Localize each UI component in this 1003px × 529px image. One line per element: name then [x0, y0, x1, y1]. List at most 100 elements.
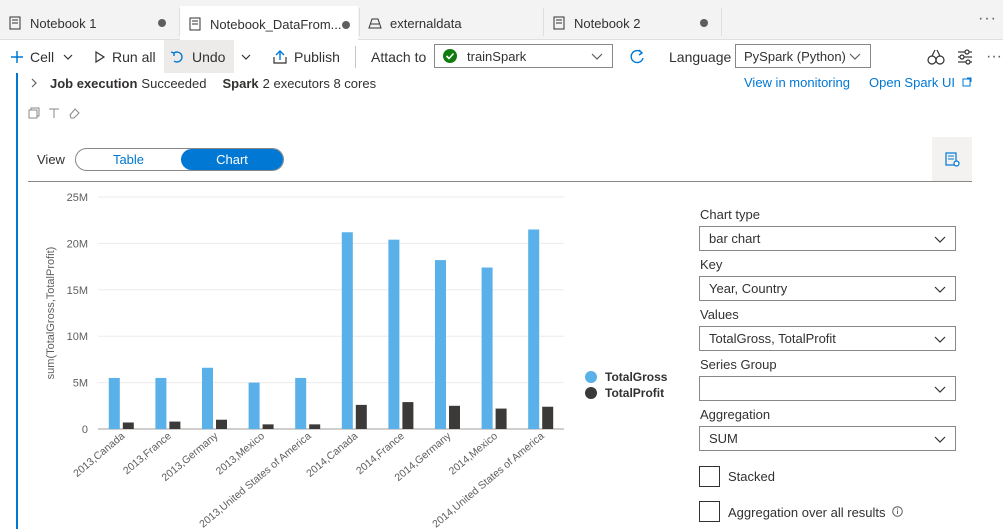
variables-icon — [927, 49, 945, 65]
legend-swatch — [585, 387, 597, 399]
bar-totalprofit — [495, 408, 507, 429]
bar-totalgross — [341, 232, 353, 429]
info-icon[interactable] — [892, 506, 903, 517]
run-all-button[interactable]: Run all — [94, 40, 156, 73]
chevron-down-icon — [849, 53, 861, 60]
bar-totalgross — [295, 377, 307, 429]
chevron-down-icon — [934, 236, 946, 243]
copy-icon[interactable] — [28, 107, 40, 119]
publish-button[interactable]: Publish — [272, 40, 340, 73]
y-tick-label: 0 — [82, 424, 88, 436]
dataset-icon — [368, 18, 382, 29]
legend-item-totalprofit[interactable]: TotalProfit — [585, 385, 667, 401]
chevron-down-icon — [934, 436, 946, 443]
external-link-icon — [962, 77, 972, 87]
bar-totalgross — [481, 267, 493, 429]
add-cell-button[interactable]: Cell — [10, 40, 80, 73]
legend-item-totalgross[interactable]: TotalGross — [585, 369, 667, 385]
tab-bar: Notebook 1 Notebook_DataFrom... external… — [0, 0, 1003, 40]
job-execution-status: Succeeded — [141, 75, 207, 91]
refresh-icon — [630, 49, 644, 63]
chevron-down-icon — [591, 53, 603, 60]
spark-value: 2 executors 8 cores — [262, 75, 377, 91]
x-tick-label: 2014,Canada — [304, 430, 360, 480]
aggregation-select[interactable]: SUM — [699, 426, 956, 451]
play-icon — [95, 50, 106, 63]
chart-settings-button[interactable] — [932, 137, 972, 181]
stacked-checkbox[interactable] — [699, 466, 720, 487]
bar-totalgross — [528, 229, 540, 429]
y-tick-label: 15M — [67, 285, 88, 297]
tab-label: Notebook 2 — [574, 15, 641, 31]
chart-type-select[interactable]: bar chart — [699, 226, 956, 251]
bar-totalprofit — [542, 406, 554, 429]
properties-button[interactable] — [956, 40, 980, 73]
view-table-option[interactable]: Table — [112, 152, 145, 167]
tab-notebook-datafrom[interactable]: Notebook_DataFrom... — [180, 6, 358, 40]
values-select[interactable]: TotalGross, TotalProfit — [699, 326, 956, 351]
view-chart-option[interactable]: Chart — [181, 149, 283, 170]
y-tick-label: 5M — [73, 378, 88, 390]
more-tabs-icon[interactable]: ··· — [978, 10, 997, 27]
view-in-monitoring-link[interactable]: View in monitoring — [744, 75, 850, 90]
notebook-icon — [553, 16, 565, 30]
tab-externaldata[interactable]: externaldata — [360, 6, 542, 40]
chevron-right-icon[interactable] — [28, 77, 40, 89]
aggregation-value: SUM — [709, 431, 738, 446]
publish-label: Publish — [294, 48, 340, 65]
publish-icon — [273, 49, 287, 64]
tab-label: Notebook 1 — [30, 15, 97, 31]
aggregation-all-label-wrap: Aggregation over all results — [728, 505, 903, 520]
bar-totalprofit — [216, 419, 227, 429]
more-toolbar-icon[interactable]: ··· — [986, 47, 1002, 65]
spark-label: Spark — [222, 75, 259, 91]
bar-totalprofit — [355, 404, 367, 429]
view-toggle: Table Chart — [75, 148, 284, 171]
language-select[interactable]: PySpark (Python) — [735, 44, 871, 68]
bar-totalprofit — [449, 405, 460, 429]
plus-icon — [11, 50, 23, 63]
tab-notebook-2[interactable]: Notebook 2 — [544, 6, 720, 40]
y-axis-label: sum(TotalGross,TotalProfit) — [45, 247, 57, 380]
bar-totalprofit — [169, 421, 181, 429]
aggregation-all-label: Aggregation over all results — [728, 505, 886, 520]
output-actions — [28, 107, 80, 119]
variables-button[interactable] — [926, 40, 952, 73]
series-group-select[interactable] — [699, 376, 956, 401]
values-value: TotalGross, TotalProfit — [709, 331, 836, 346]
refresh-button[interactable] — [628, 40, 652, 73]
chevron-down-icon — [63, 54, 73, 60]
bar-totalgross — [388, 239, 400, 429]
aggregation-all-checkbox[interactable] — [699, 501, 720, 522]
attach-to-select[interactable]: trainSpark — [434, 44, 613, 68]
attach-to-label: Attach to — [371, 40, 426, 73]
unsaved-dot-icon — [700, 19, 708, 27]
key-label: Key — [700, 257, 723, 272]
series-group-label: Series Group — [700, 357, 777, 372]
undo-button[interactable]: Undo — [164, 40, 234, 73]
undo-dropdown-button[interactable] — [240, 40, 258, 73]
bar-totalgross — [108, 377, 120, 429]
language-value: PySpark (Python) — [744, 48, 846, 64]
output-divider — [28, 181, 972, 182]
run-all-label: Run all — [112, 48, 156, 65]
legend-swatch — [585, 371, 597, 383]
y-tick-label: 20M — [67, 238, 88, 250]
eraser-icon[interactable] — [68, 107, 80, 119]
open-spark-ui-label: Open Spark UI — [869, 75, 955, 90]
tab-label: Notebook_DataFrom... — [210, 16, 342, 32]
unsaved-dot-icon — [158, 19, 166, 27]
y-tick-label: 10M — [67, 331, 88, 343]
key-select[interactable]: Year, Country — [699, 276, 956, 301]
y-tick-label: 25M — [67, 192, 88, 204]
format-icon[interactable] — [48, 107, 60, 119]
bar-totalgross — [202, 367, 213, 429]
bar-chart: 0 5M 10M 15M 20M 25M sum(TotalGross,TotalProfi… — [45, 192, 564, 529]
bar-totalprofit — [402, 402, 414, 429]
tab-notebook-1[interactable]: Notebook 1 — [0, 6, 178, 40]
notebook-icon — [9, 16, 21, 30]
cell-label: Cell — [30, 48, 55, 65]
chart-settings-icon — [945, 152, 960, 167]
open-spark-ui-link[interactable]: Open Spark UI — [869, 75, 972, 90]
bar-totalprofit — [122, 422, 134, 429]
